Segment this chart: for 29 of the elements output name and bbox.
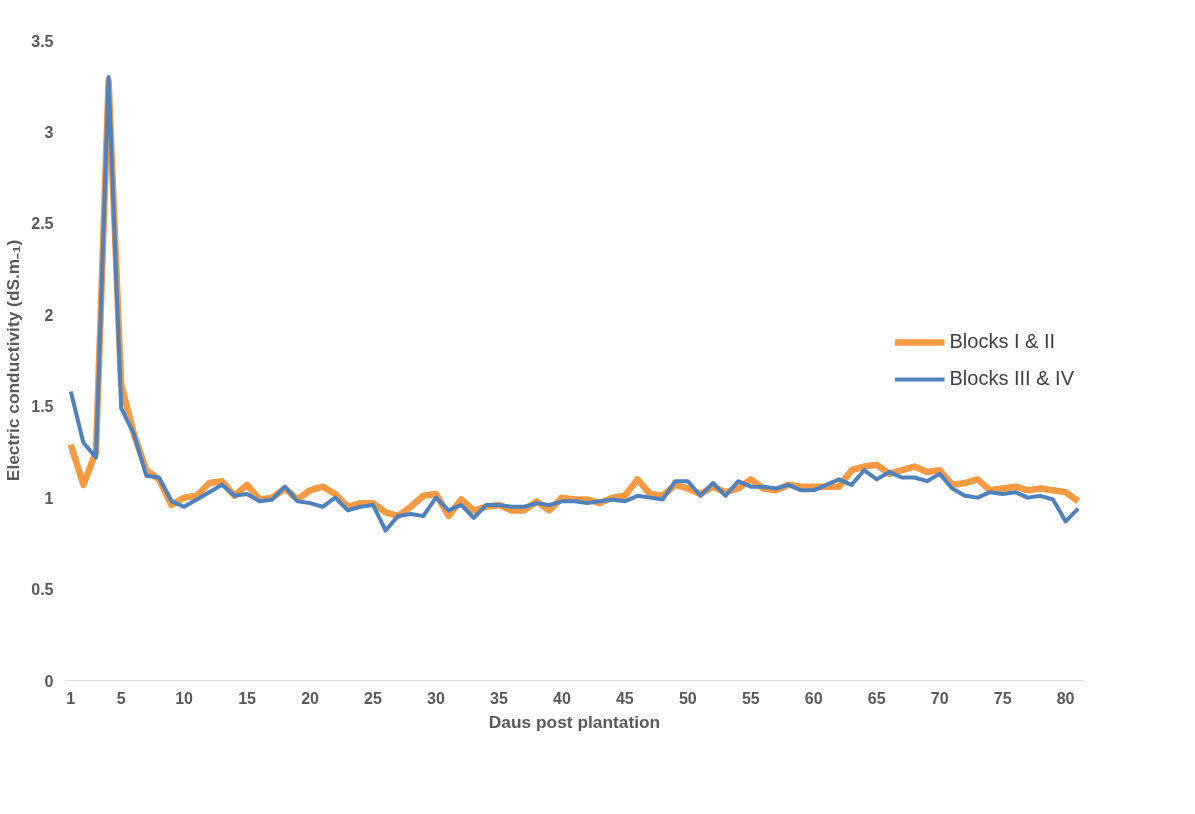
y-axis-title: Electric conductivity (dS.m₋₁) (3, 239, 24, 482)
x-tick-label: 20 (301, 689, 320, 707)
legend-label: Blocks I & II (949, 330, 1056, 353)
y-tick-label: 0.5 (31, 581, 54, 599)
x-tick-label: 50 (678, 689, 697, 707)
x-tick-label: 1 (66, 689, 76, 707)
x-tick-label: 35 (490, 689, 508, 707)
y-tick-label: 1.5 (31, 398, 54, 416)
x-tick-label: 10 (175, 689, 194, 707)
x-tick-label: 55 (741, 689, 760, 707)
x-tick-label: 45 (615, 689, 634, 707)
y-tick-label: 3 (44, 123, 54, 141)
x-tick-label: 70 (930, 689, 949, 707)
x-axis-title: Daus post plantation (488, 711, 661, 732)
x-tick-label: 25 (364, 689, 383, 707)
x-tick-label: 30 (427, 689, 445, 707)
y-tick-label: 2.5 (31, 215, 54, 233)
x-tick-label: 60 (804, 689, 823, 707)
x-tick-label: 5 (116, 689, 126, 707)
y-tick-label: 3.5 (31, 32, 54, 50)
y-tick-label: 0 (44, 672, 54, 690)
y-tick-label: 2 (44, 306, 54, 324)
x-tick-label: 80 (1056, 689, 1075, 707)
legend-label: Blocks III & IV (949, 367, 1074, 390)
x-tick-label: 65 (867, 689, 886, 707)
x-tick-label: 15 (238, 689, 257, 707)
x-tick-label: 75 (993, 689, 1012, 707)
y-tick-label: 1 (44, 489, 54, 507)
x-tick-label: 40 (553, 689, 571, 707)
